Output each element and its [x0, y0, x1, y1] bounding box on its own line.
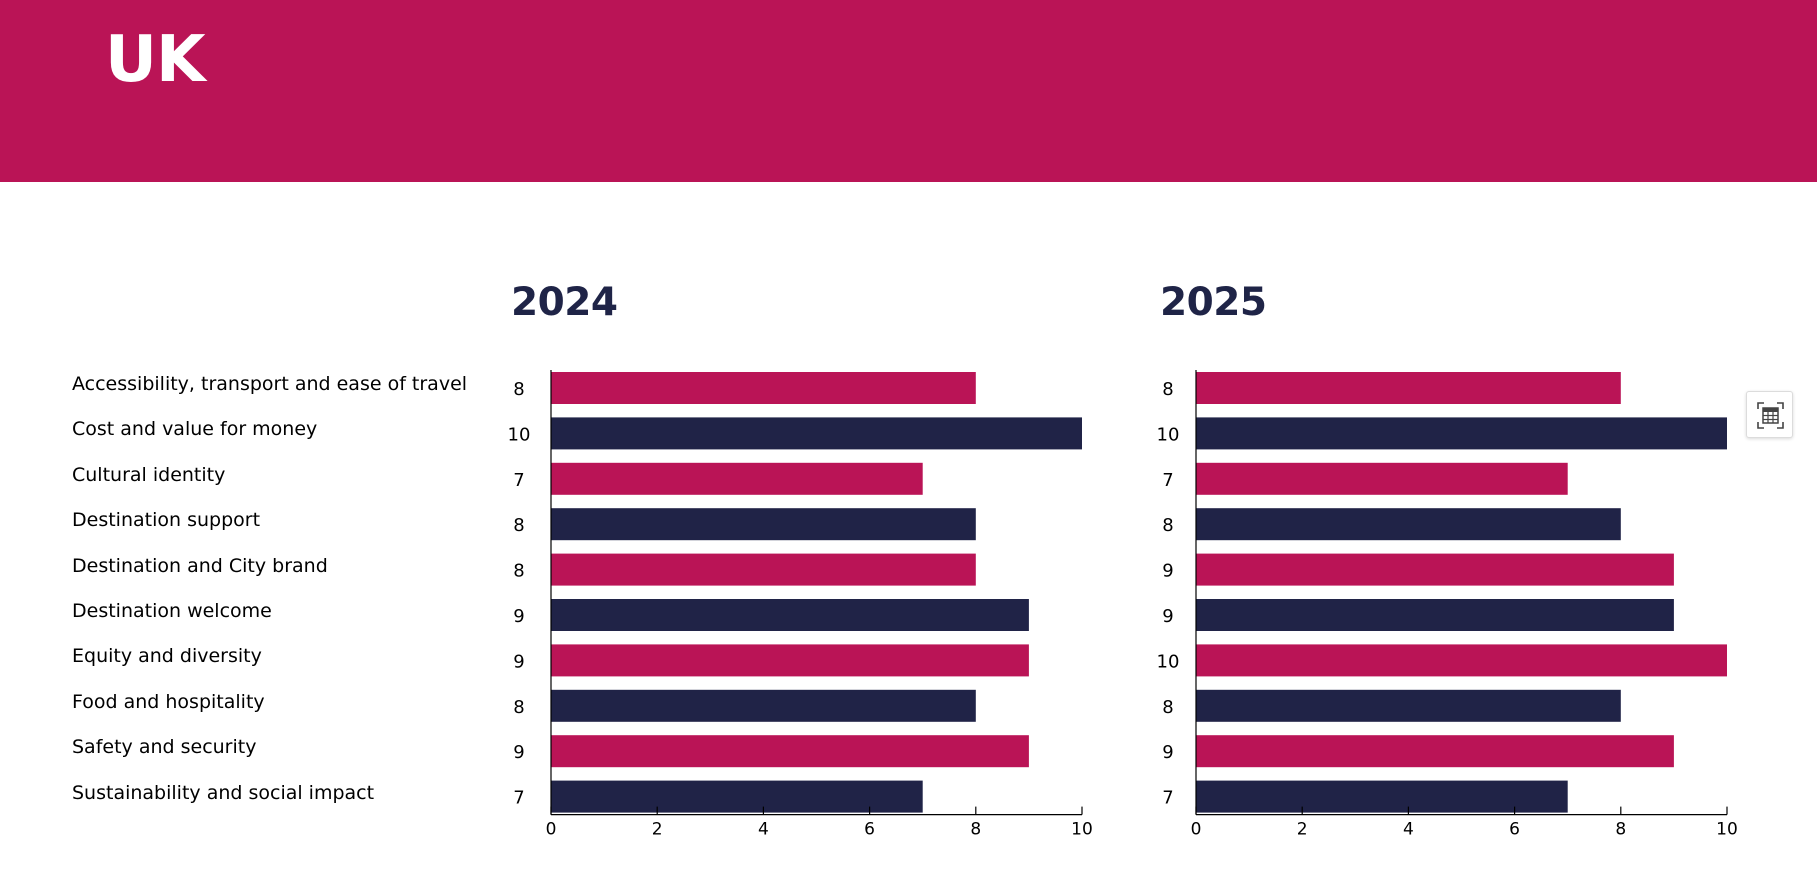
x-tick-label: 10 [1071, 820, 1093, 840]
bar-2025 [1196, 462, 1568, 495]
bar-2025 [1196, 644, 1727, 677]
x-tick-label: 2 [1297, 820, 1308, 840]
value-label: 9 [513, 742, 524, 763]
value-label: 8 [513, 697, 524, 718]
bar-2025 [1196, 508, 1621, 541]
x-tick-label: 10 [1716, 820, 1738, 840]
value-label: 9 [1162, 561, 1173, 582]
category-label: Safety and security [72, 736, 257, 759]
x-tick-label: 6 [1509, 820, 1520, 840]
bar-2024 [551, 780, 923, 813]
bar-2025 [1196, 599, 1674, 631]
x-tick-label: 8 [1615, 820, 1626, 840]
bar-2024 [551, 689, 976, 722]
bar-2025 [1196, 689, 1621, 722]
bar-2025 [1196, 735, 1674, 768]
bar-2024 [551, 508, 976, 541]
table-view-icon [1757, 402, 1784, 429]
bar-2024 [551, 372, 976, 404]
value-label: 10 [1157, 424, 1180, 445]
bar-2024 [551, 735, 1029, 768]
bar-2024 [551, 599, 1029, 631]
bar-2024 [551, 553, 976, 586]
category-label: Destination support [72, 509, 261, 532]
bar-2024 [551, 417, 1082, 450]
chart-2024-title: 2024 [511, 280, 618, 325]
category-label: Food and hospitality [72, 690, 265, 713]
category-label: Accessibility, transport and ease of tra… [72, 373, 468, 395]
value-label: 9 [1162, 606, 1173, 627]
x-tick-label: 0 [546, 820, 557, 840]
x-tick-label: 8 [970, 820, 981, 840]
category-label: Cultural identity [72, 463, 226, 486]
value-label: 7 [513, 470, 524, 491]
value-label: 7 [513, 788, 524, 809]
value-label: 9 [513, 606, 524, 627]
page-title: UK [105, 23, 206, 97]
value-label: 7 [1162, 470, 1173, 491]
bar-2025 [1196, 553, 1674, 586]
category-label: Cost and value for money [72, 418, 318, 441]
category-label: Destination welcome [72, 600, 272, 622]
value-label: 10 [1157, 651, 1180, 672]
value-label: 10 [508, 424, 531, 445]
table-view-button[interactable] [1746, 391, 1793, 438]
header-band [0, 0, 1817, 182]
x-tick-label: 4 [1403, 820, 1414, 840]
bar-2025 [1196, 780, 1568, 813]
value-label: 8 [1162, 515, 1173, 536]
value-label: 8 [513, 515, 524, 536]
value-label: 8 [513, 561, 524, 582]
value-label: 8 [1162, 697, 1173, 718]
x-tick-label: 2 [652, 820, 663, 840]
bar-2025 [1196, 417, 1727, 450]
value-label: 9 [513, 651, 524, 672]
category-label: Destination and City brand [72, 554, 328, 577]
x-tick-label: 0 [1191, 820, 1202, 840]
x-tick-label: 6 [864, 820, 875, 840]
value-label: 7 [1162, 788, 1173, 809]
value-label: 8 [513, 379, 524, 400]
chart-2025-title: 2025 [1160, 280, 1267, 325]
category-label: Sustainability and social impact [72, 781, 375, 804]
bar-2024 [551, 462, 923, 495]
x-tick-label: 4 [758, 820, 769, 840]
value-label: 8 [1162, 379, 1173, 400]
value-label: 9 [1162, 742, 1173, 763]
bar-2025 [1196, 372, 1621, 404]
category-label: Equity and diversity [72, 645, 262, 668]
bar-2024 [551, 644, 1029, 677]
